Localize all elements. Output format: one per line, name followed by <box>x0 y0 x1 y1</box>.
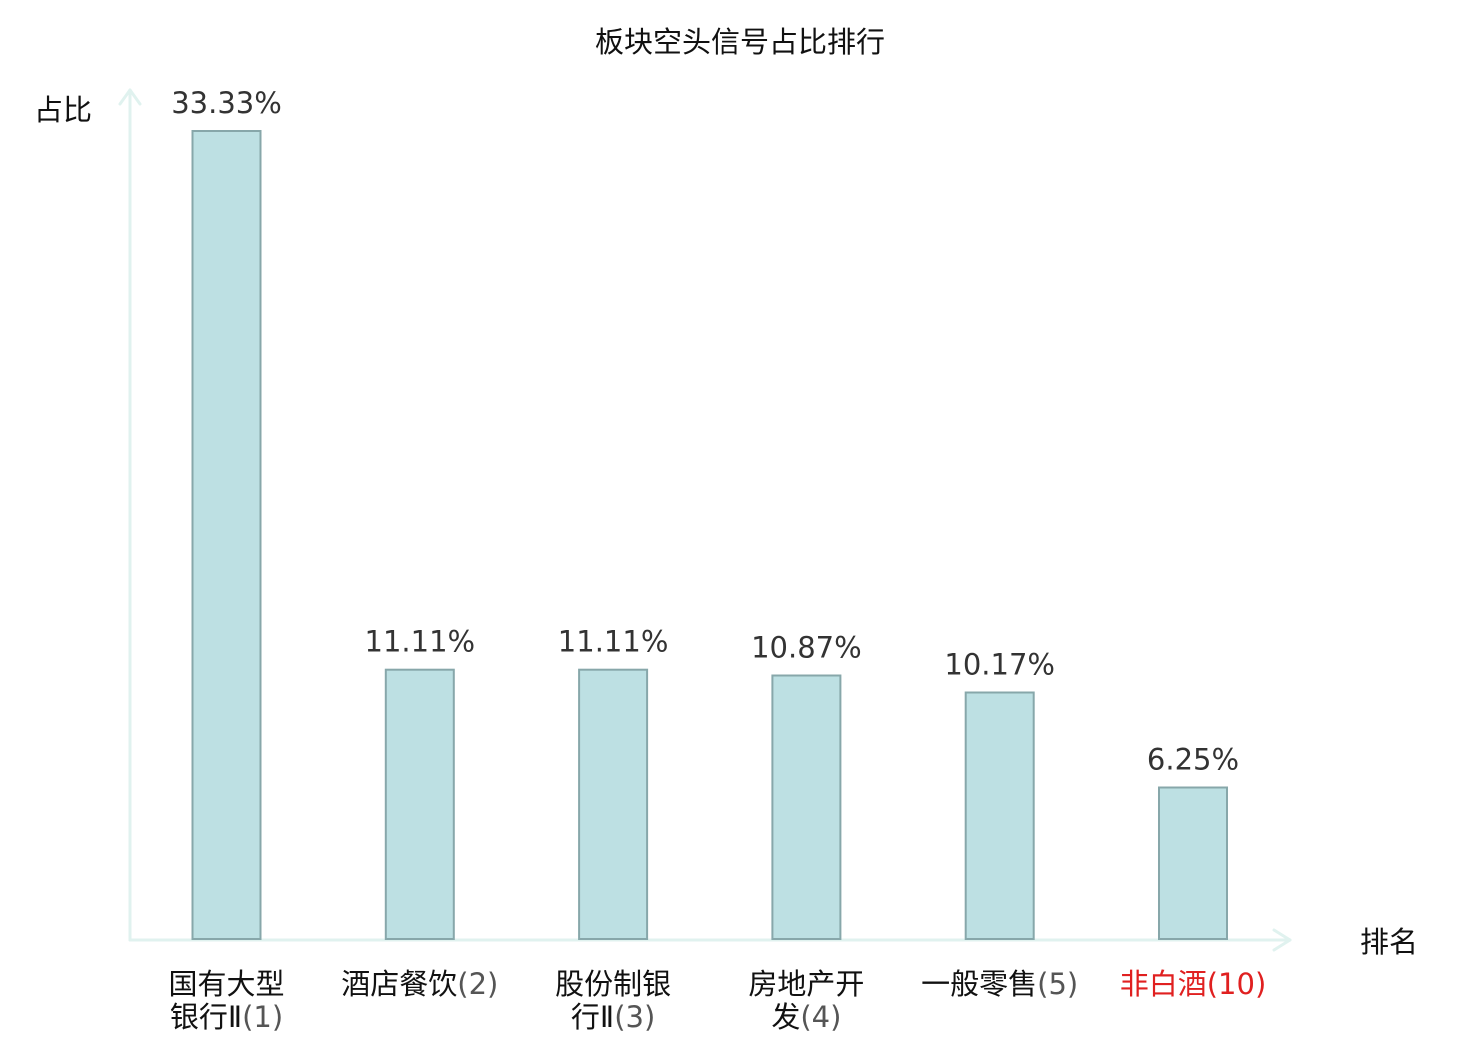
tick-label-name: 发 <box>771 1000 800 1034</box>
bar <box>578 668 649 940</box>
tick-label-rank: (3) <box>614 1000 655 1034</box>
tick-label: 股份制银 <box>555 967 671 1001</box>
data-label: 6.25% <box>1147 743 1239 777</box>
tick-label-name: 银行Ⅱ <box>170 1000 242 1034</box>
x-axis-arrow <box>1272 928 1292 952</box>
data-label: 11.11% <box>365 625 476 659</box>
tick-label: 非白酒(10) <box>1120 967 1267 1001</box>
tick-label: 房地产开 <box>748 967 864 1001</box>
tick-label-name: 行Ⅱ <box>571 1000 614 1034</box>
data-label: 10.17% <box>944 648 1055 682</box>
tick-label-name: 一般零售 <box>921 967 1037 1001</box>
tick-label: 银行Ⅱ(1) <box>170 1000 283 1034</box>
x-axis-label: 排名 <box>1360 925 1418 959</box>
tick-label-name: 非白酒 <box>1120 967 1207 1001</box>
tick-label: 酒店餐饮(2) <box>341 967 498 1001</box>
chart-title: 板块空头信号占比排行 <box>595 25 885 59</box>
bar <box>1158 786 1228 940</box>
value-labels: 33.33% 11.11% 11.11% 10.87% 10.17% 6.25% <box>171 86 1239 777</box>
tick-label: 发(4) <box>771 1000 841 1034</box>
tick-label-rank: (2) <box>457 967 498 1001</box>
bar <box>771 674 842 940</box>
data-label: 11.11% <box>558 625 669 659</box>
tick-label-name: 房地产开 <box>748 967 864 1001</box>
bar <box>191 130 262 940</box>
axes <box>118 88 1292 952</box>
tick-label: 行Ⅱ(3) <box>571 1000 655 1034</box>
y-axis-arrow <box>118 88 142 106</box>
tick-label-name: 股份制银 <box>555 967 671 1001</box>
tick-label-rank: (4) <box>800 1000 841 1034</box>
y-axis-label: 占比 <box>34 93 92 127</box>
tick-label: 国有大型 <box>168 967 284 1001</box>
bar <box>384 668 455 940</box>
tick-label-rank: (10) <box>1207 967 1267 1001</box>
data-label: 10.87% <box>751 631 862 665</box>
bars <box>191 130 1228 940</box>
tick-label-name: 酒店餐饮 <box>341 967 457 1001</box>
tick-label: 一般零售(5) <box>921 967 1078 1001</box>
tick-label-rank: (5) <box>1037 967 1078 1001</box>
data-label: 33.33% <box>171 86 282 120</box>
tick-label-name: 国有大型 <box>168 967 284 1001</box>
bar <box>964 691 1035 940</box>
tick-label-rank: (1) <box>242 1000 283 1034</box>
